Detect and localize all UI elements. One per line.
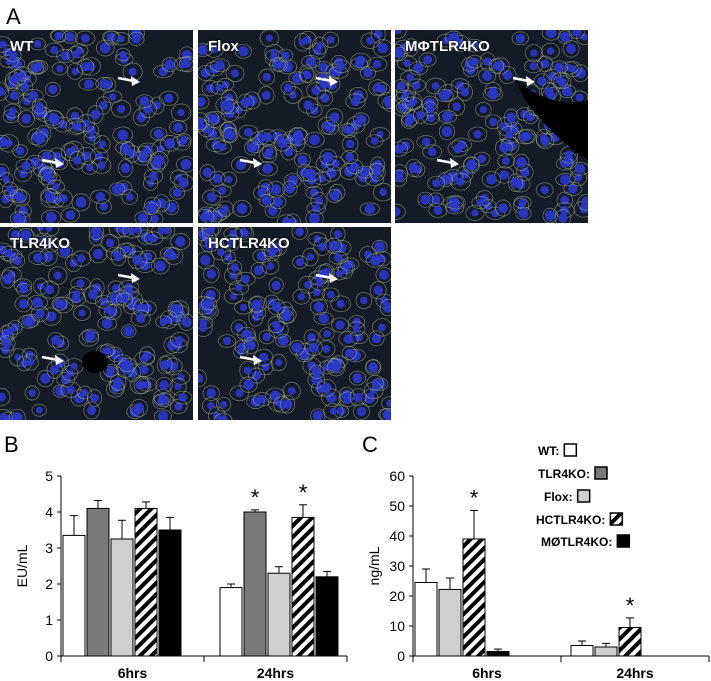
- micrograph-label: HCTLR4KO: [208, 235, 290, 252]
- micrograph-tlr4ko: TLR4KO: [0, 227, 193, 420]
- significance-marker: *: [299, 480, 308, 505]
- x-category-label: 24hrs: [616, 665, 654, 681]
- bar-flox: [110, 538, 134, 657]
- micrograph-label: WT: [10, 38, 34, 55]
- y-tick-label: 10: [389, 618, 405, 634]
- micrograph-wt: WT: [0, 30, 193, 223]
- bar-hctlr4ko: [618, 627, 642, 657]
- micrograph-label: MΦTLR4KO: [405, 38, 490, 55]
- y-tick-label: 3: [45, 540, 53, 556]
- micrograph-label: Flox: [208, 38, 239, 55]
- legend-label: MØTLR4KO:: [541, 535, 612, 549]
- bar-hctlr4ko: [134, 507, 158, 657]
- legend-label: Flox:: [544, 490, 573, 504]
- bar-tlr4ko: [243, 511, 267, 657]
- y-axis-label: ng/mL: [366, 546, 382, 585]
- y-tick-label: 40: [389, 528, 405, 544]
- legend-swatch: [594, 466, 608, 480]
- chart-b-endotoxin: 0 1 2 3 4 5 EU/mL 6hrs 24hrs * *: [14, 468, 348, 681]
- micrograph-label: TLR4KO: [10, 235, 70, 252]
- y-tick-label: 20: [389, 588, 405, 604]
- micrograph-hctlr4ko: HCTLR4KO: [198, 227, 391, 420]
- y-tick-label: 0: [397, 648, 405, 664]
- significance-marker: *: [470, 486, 479, 511]
- bar-flox: [438, 588, 462, 657]
- bar-flox: [594, 646, 618, 657]
- tissue-image: [198, 227, 391, 420]
- legend-swatch: [616, 534, 631, 548]
- x-category-label: 6hrs: [472, 665, 502, 681]
- bar-wt: [62, 534, 86, 657]
- micrograph-mphi-tlr4ko: MΦTLR4KO: [395, 30, 588, 223]
- panel-b-label: B: [4, 432, 19, 457]
- bar-møtlr4ko: [158, 529, 182, 657]
- legend-label: HCTLR4KO:: [536, 513, 605, 527]
- y-tick-label: 60: [389, 468, 405, 484]
- tissue-image: [0, 30, 193, 223]
- y-tick-label: 30: [389, 558, 405, 574]
- legend-label: WT:: [538, 444, 559, 458]
- chart-c-concentration: 0 10 20 30 40 50 60 ng/mL 6hrs 24hrs * * WT: TLR4KO: F…: [366, 443, 710, 681]
- bar-flox: [267, 572, 291, 657]
- legend-swatch: [563, 443, 578, 457]
- panel-c-label: C: [362, 432, 378, 457]
- bar-wt: [219, 587, 243, 657]
- x-category-label: 24hrs: [257, 665, 295, 681]
- bar-tlr4ko: [86, 507, 110, 657]
- tissue-image: [198, 30, 391, 223]
- bar-hctlr4ko: [291, 516, 315, 657]
- y-tick-label: 2: [45, 576, 53, 592]
- micrograph-flox: Flox: [198, 30, 391, 223]
- bar-wt: [414, 582, 438, 657]
- bar-møtlr4ko: [315, 576, 339, 657]
- y-tick-label: 1: [45, 612, 53, 628]
- tissue-image: [395, 30, 588, 223]
- significance-marker: *: [251, 485, 260, 510]
- bar-møtlr4ko: [486, 651, 510, 657]
- y-tick-label: 0: [45, 648, 53, 664]
- legend-swatch: [609, 512, 624, 526]
- y-axis-label: EU/mL: [14, 544, 30, 587]
- bar-hctlr4ko: [462, 538, 486, 657]
- y-tick-label: 4: [45, 504, 53, 520]
- tissue-image: [0, 227, 193, 420]
- x-category-label: 6hrs: [118, 665, 148, 681]
- panel-a-label: A: [6, 4, 21, 29]
- legend-swatch: [576, 489, 591, 503]
- y-tick-label: 50: [389, 498, 405, 514]
- y-tick-label: 5: [45, 468, 53, 484]
- bar-wt: [570, 645, 594, 657]
- significance-marker: *: [626, 593, 635, 618]
- legend-label: TLR4KO:: [538, 467, 590, 481]
